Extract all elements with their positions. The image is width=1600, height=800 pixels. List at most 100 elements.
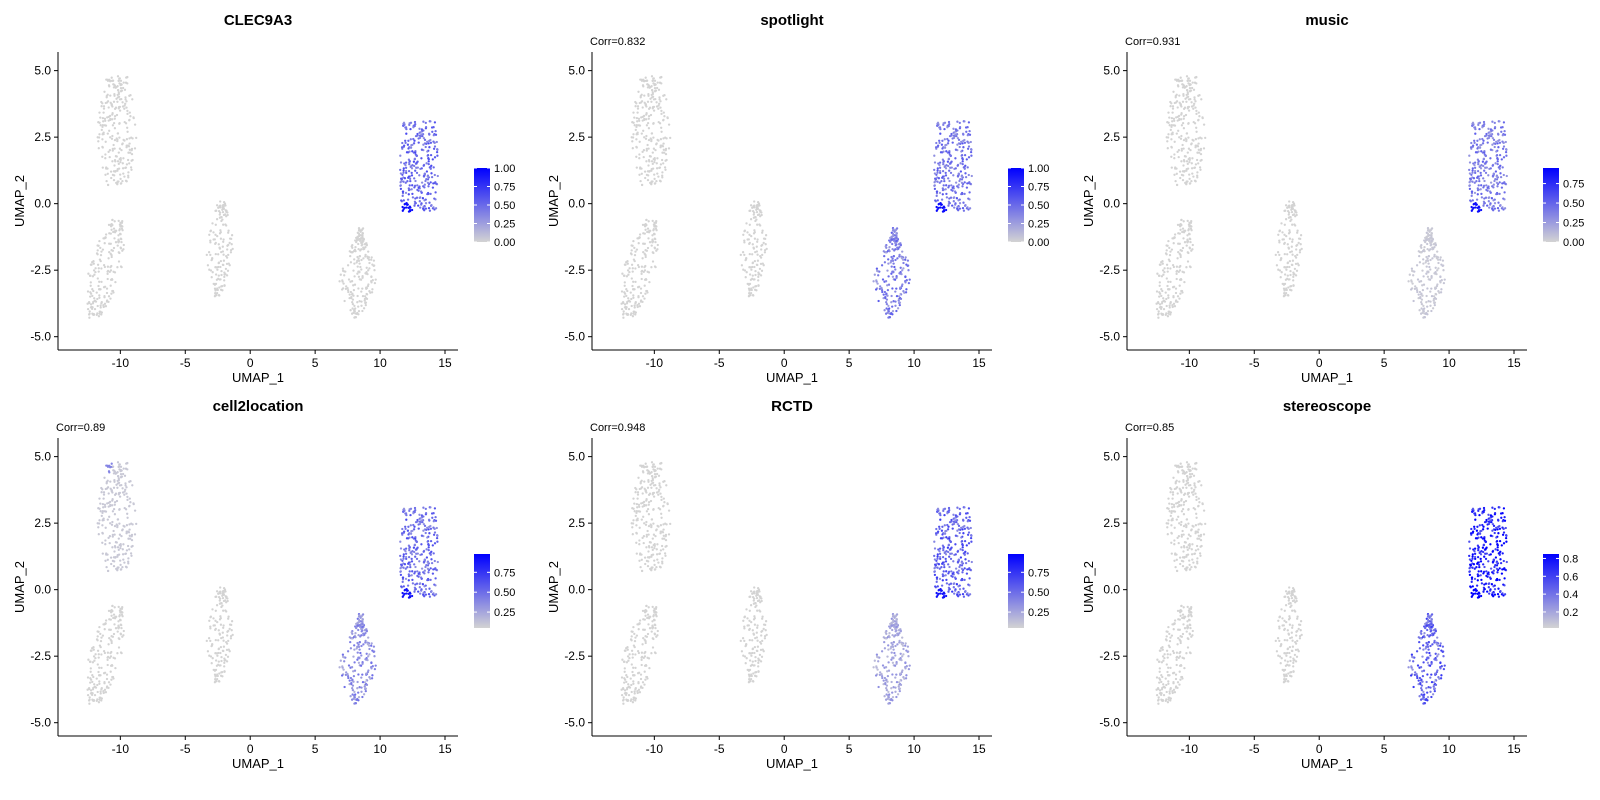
cell-point: [642, 466, 646, 469]
cell-point: [1178, 265, 1181, 269]
cell-point: [890, 238, 894, 241]
cell-point: [350, 698, 354, 701]
cell-point: [416, 188, 419, 192]
cell-point: [220, 671, 223, 674]
cell-point: [666, 502, 669, 506]
cell-point: [117, 106, 121, 109]
cell-point: [359, 616, 362, 619]
cell-point: [1172, 295, 1175, 298]
colorbar-legend: 0.250.500.75: [474, 554, 515, 628]
cell-point: [122, 467, 125, 470]
cell-point: [967, 145, 971, 148]
cell-point: [1173, 233, 1177, 236]
cell-point: [645, 510, 649, 513]
cell-point: [1199, 168, 1202, 171]
cell-point: [107, 84, 111, 87]
cell-point: [1484, 162, 1487, 165]
cell-point: [660, 544, 664, 548]
cell-point: [410, 171, 413, 175]
cell-point: [752, 294, 755, 297]
cell-point: [209, 253, 212, 257]
cell-point: [86, 676, 90, 679]
cell-point: [1185, 244, 1188, 247]
x-tick-label: 15: [972, 356, 986, 370]
cell-point: [1283, 289, 1286, 292]
cell-point: [116, 266, 119, 269]
cell-point: [1289, 269, 1292, 273]
cell-point: [633, 253, 637, 257]
cell-point: [103, 688, 107, 691]
cell-point: [947, 204, 950, 207]
cell-point: [432, 126, 435, 129]
cell-point: [429, 192, 432, 196]
cell-point: [745, 222, 748, 225]
cell-point: [116, 546, 120, 549]
cell-point: [104, 157, 107, 160]
cell-point: [103, 117, 107, 120]
cell-point: [1480, 143, 1483, 147]
cell-point: [128, 118, 131, 122]
cell-point: [427, 518, 431, 521]
cell-point: [955, 134, 958, 138]
cell-point: [653, 465, 657, 468]
cell-point: [893, 249, 896, 252]
cell-point: [227, 231, 230, 234]
cell-point: [1492, 199, 1495, 202]
cell-point: [956, 185, 959, 188]
cell-point: [662, 118, 665, 122]
cell-point: [205, 253, 208, 257]
cell-point: [964, 172, 967, 175]
cell-point: [906, 259, 910, 262]
cell-point: [664, 535, 667, 538]
cell-point: [213, 673, 217, 676]
cell-point: [352, 269, 355, 272]
cell-point: [1176, 119, 1179, 122]
cell-point: [639, 291, 643, 295]
cell-point: [1288, 265, 1291, 269]
cell-point: [1410, 269, 1414, 273]
cell-point: [108, 242, 111, 245]
cell-point: [648, 241, 652, 244]
cell-point: [429, 181, 432, 184]
cell-point: [651, 240, 654, 243]
cell-point: [1429, 268, 1432, 271]
cell-point: [633, 692, 636, 695]
y-tick-label: 2.5: [34, 516, 51, 530]
cell-point: [429, 539, 433, 543]
cell-point: [1166, 140, 1169, 143]
cell-point: [662, 111, 665, 114]
cell-point: [401, 194, 404, 198]
cell-point: [429, 167, 432, 170]
cell-point: [647, 237, 650, 240]
cell-point: [1173, 119, 1176, 122]
cell-point: [426, 175, 429, 178]
cell-point: [217, 265, 220, 269]
cell-point: [103, 503, 107, 506]
cell-point: [1419, 295, 1422, 299]
cell-point: [1437, 267, 1440, 270]
cell-point: [656, 243, 659, 247]
cell-point: [402, 585, 405, 588]
cell-point: [663, 166, 667, 169]
cell-point: [637, 242, 640, 245]
cell-point: [907, 269, 910, 272]
cell-point: [628, 270, 631, 274]
cell-point: [632, 497, 635, 500]
cell-point: [224, 213, 227, 216]
cell-point: [373, 667, 377, 671]
cell-point: [752, 247, 756, 250]
cell-point: [129, 94, 132, 97]
cell-point: [101, 248, 105, 251]
cell-point: [408, 163, 411, 166]
cell-point: [1289, 273, 1292, 277]
cell-point: [1193, 98, 1196, 101]
cell-point: [100, 105, 103, 108]
cell-point: [113, 623, 116, 626]
cell-point: [117, 260, 121, 263]
cell-point: [412, 160, 416, 163]
cell-point: [210, 643, 214, 647]
cell-point: [1189, 240, 1192, 244]
cell-point: [225, 224, 228, 227]
cell-point: [1423, 316, 1427, 319]
cell-point: [404, 577, 408, 581]
